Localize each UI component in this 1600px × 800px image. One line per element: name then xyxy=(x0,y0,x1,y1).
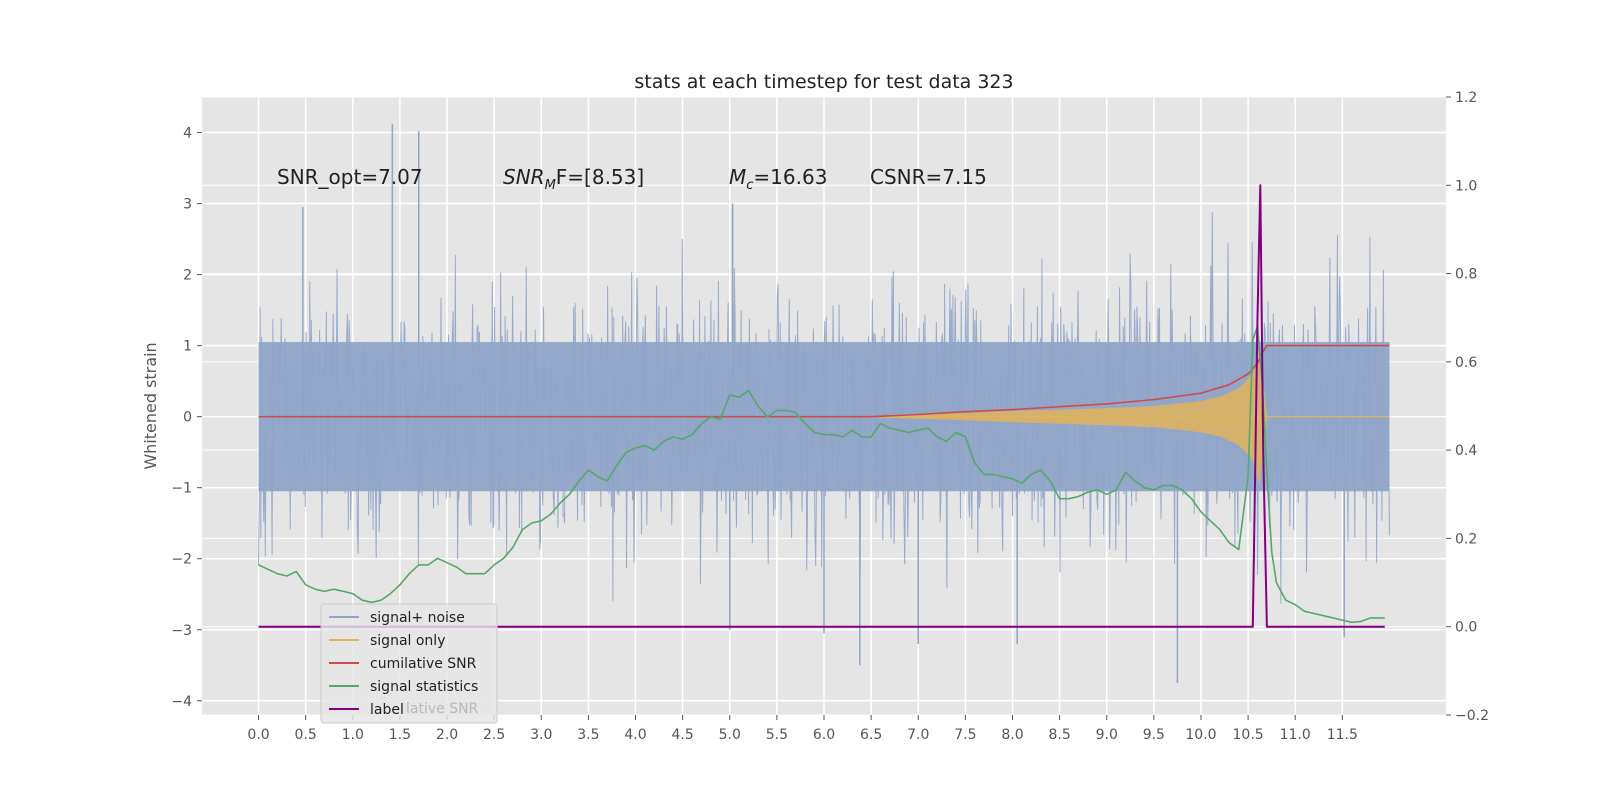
series-line-3 xyxy=(258,325,1385,624)
x-tick-label: 4.0 xyxy=(624,727,646,743)
x-tick-label: 10.5 xyxy=(1233,727,1264,743)
x-tick-label: 1.0 xyxy=(342,727,364,743)
chart-title: stats at each timestep for test data 323 xyxy=(634,71,1013,93)
y-tick-label: 3 xyxy=(183,197,192,213)
legend-label: signal only xyxy=(370,633,445,649)
y2-tick-label: 0.8 xyxy=(1455,267,1477,283)
y2-tick-label: 1.0 xyxy=(1455,178,1477,194)
legend-label: signal statistics xyxy=(370,679,478,695)
legend-box xyxy=(320,603,498,724)
x-tick-label: 0.5 xyxy=(295,727,317,743)
series-line-4 xyxy=(258,184,1385,628)
annotation-csnr: CSNR=7.15 xyxy=(870,165,987,189)
x-tick-label: 3.5 xyxy=(577,727,599,743)
legend-label: label xyxy=(370,702,404,718)
axes: 0.0 0.5 1.0 1.5 2.0 2.5 3.0 3.5 4.0 4.5 5.0 5.5 6.0 6… xyxy=(171,90,1489,743)
x-tick-label: 7.0 xyxy=(907,727,929,743)
x-tick-label: 1.5 xyxy=(389,727,411,743)
y2-tick-label: 0.0 xyxy=(1455,620,1477,636)
legend-label: cumilative SNR xyxy=(370,656,477,672)
legend-ghost-text: lative SNR xyxy=(406,701,479,717)
x-tick-label: 11.0 xyxy=(1280,727,1311,743)
y-tick-label: 0 xyxy=(183,410,192,426)
x-tick-label: 8.5 xyxy=(1048,727,1070,743)
x-tick-label: 2.0 xyxy=(436,727,458,743)
x-tick-label: 8.0 xyxy=(1001,727,1023,743)
y-tick-label: 2 xyxy=(183,268,192,284)
x-tick-label: 0.0 xyxy=(247,727,269,743)
x-tick-label: 10.0 xyxy=(1185,727,1216,743)
y-tick-label: −3 xyxy=(171,623,192,639)
annotation-mc: Mc=16.63 xyxy=(729,165,827,193)
x-tick-label: 6.0 xyxy=(813,727,835,743)
x-tick-label: 6.5 xyxy=(860,727,882,743)
y2-tick-label: 0.6 xyxy=(1455,355,1477,371)
x-tick-label: 2.5 xyxy=(483,727,505,743)
y2-tick-label: 0.2 xyxy=(1455,531,1477,547)
y-tick-label: 4 xyxy=(183,126,192,142)
y2-tick-label: 0.4 xyxy=(1455,443,1477,459)
x-tick-label: 5.5 xyxy=(766,727,788,743)
x-tick-label: 11.5 xyxy=(1327,727,1358,743)
y-axis-label: Whitened strain xyxy=(141,342,160,469)
y-tick-label: −2 xyxy=(171,552,192,568)
y2-tick-label: 1.2 xyxy=(1455,90,1477,106)
y-tick-label: −1 xyxy=(171,481,192,497)
x-tick-label: 9.0 xyxy=(1096,727,1118,743)
y-tick-label: −4 xyxy=(171,694,192,710)
annotation-snr-mf: SNRMF=[8.53] xyxy=(503,165,644,193)
x-tick-label: 7.5 xyxy=(954,727,976,743)
x-tick-label: 4.5 xyxy=(672,727,694,743)
x-tick-label: 3.0 xyxy=(530,727,552,743)
legend: signal+ noise signal only cumilative SNR si… xyxy=(320,603,498,724)
annotation-snr-opt: SNR_opt=7.07 xyxy=(277,165,423,189)
x-tick-label: 9.5 xyxy=(1143,727,1165,743)
y-tick-label: 1 xyxy=(183,339,192,355)
y2-tick-label: −0.2 xyxy=(1455,708,1489,724)
x-tick-label: 5.0 xyxy=(719,727,741,743)
legend-label: signal+ noise xyxy=(370,610,465,626)
line-series xyxy=(258,184,1390,628)
